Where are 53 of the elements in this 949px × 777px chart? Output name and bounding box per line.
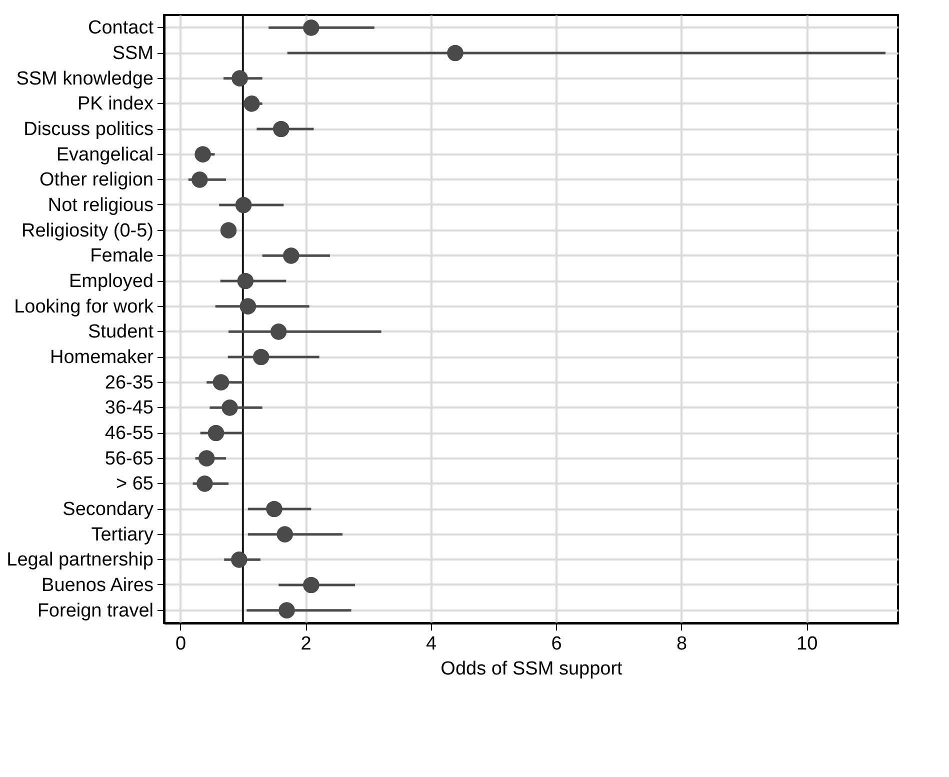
point	[273, 120, 290, 138]
point	[198, 450, 215, 466]
point	[303, 576, 320, 594]
point	[192, 172, 208, 188]
point	[196, 476, 213, 492]
y-tick-label: Other religion	[39, 170, 154, 191]
point	[220, 222, 237, 238]
y-tick-label: Contact	[88, 18, 154, 39]
x-tick-label: 2	[300, 634, 312, 654]
point	[222, 400, 238, 416]
y-tick-label: 36-45	[104, 398, 154, 419]
y-tick-label: Evangelical	[56, 144, 154, 166]
y-tick-label: Student	[88, 322, 154, 343]
point	[244, 96, 260, 112]
x-tick-label: 6	[551, 634, 562, 654]
y-tick-label: Not religious	[48, 195, 154, 216]
point	[235, 196, 252, 214]
point	[237, 272, 254, 290]
point	[232, 70, 248, 86]
y-tick-label: Secondary	[62, 499, 154, 520]
x-tick-label: 8	[676, 634, 688, 654]
point	[240, 298, 256, 314]
x-tick-label: 0	[175, 634, 186, 654]
point	[283, 248, 300, 264]
point	[278, 602, 295, 618]
y-tick-label: 56-65	[104, 448, 154, 470]
y-tick-label: SSM	[112, 43, 154, 64]
point	[303, 20, 320, 36]
y-tick-label: Legal partnership	[6, 550, 154, 571]
point	[208, 424, 224, 442]
y-tick-label: Buenos Aires	[42, 575, 154, 596]
y-tick-label: Tertiary	[91, 524, 154, 546]
y-tick-label: 26-35	[104, 372, 154, 394]
point	[212, 374, 230, 390]
point	[194, 146, 211, 162]
x-tick-label: 10	[796, 634, 818, 654]
point	[253, 348, 270, 366]
point	[270, 324, 287, 340]
point	[231, 552, 248, 568]
y-tick-label: Employed	[69, 271, 154, 292]
y-tick-label: > 65	[116, 474, 154, 495]
y-tick-label: Homemaker	[50, 347, 154, 368]
y-tick-label: Religiosity (0-5)	[22, 220, 154, 242]
y-tick-label: Female	[90, 246, 154, 267]
y-tick-label: PK index	[77, 94, 154, 115]
y-tick-label: Foreign travel	[37, 600, 154, 622]
x-axis-title: Odds of SSM support	[440, 658, 624, 680]
point	[276, 526, 293, 542]
x-tick-label: 4	[426, 634, 438, 654]
y-tick-label: 46-55	[104, 423, 154, 444]
y-tick-label: Discuss politics	[24, 119, 154, 140]
y-tick-label: SSM knowledge	[16, 68, 154, 90]
y-tick-label: Looking for work	[14, 296, 154, 318]
